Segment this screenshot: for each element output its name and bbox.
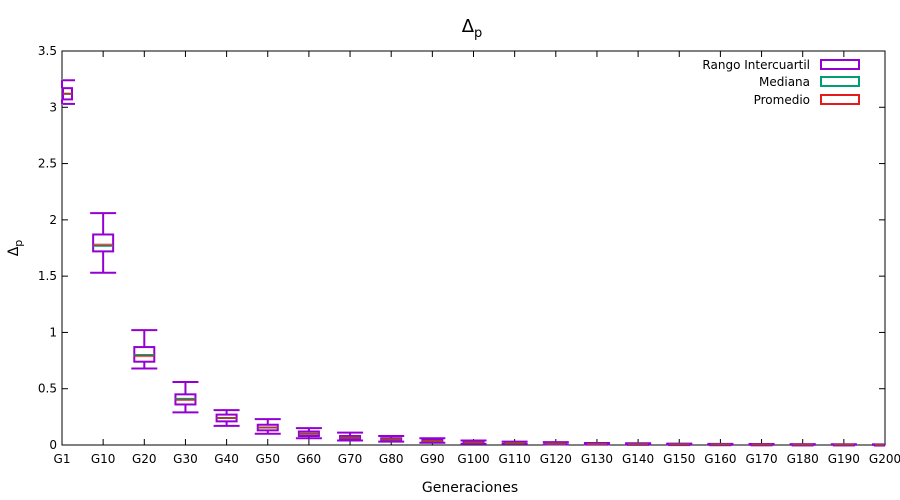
x-tick-label: G1 <box>54 452 71 466</box>
legend-item-mediana: Mediana <box>759 75 860 89</box>
chart-title: Δp <box>462 16 483 41</box>
box-plot <box>830 443 857 447</box>
y-axis-title-main: Δ <box>6 246 22 256</box>
box-plot <box>748 442 775 447</box>
box-plot <box>172 380 199 414</box>
box-plot <box>789 443 816 447</box>
y-tick-label: 3 <box>49 100 57 114</box>
box-plot <box>131 329 158 370</box>
x-tick-label: G80 <box>379 452 404 466</box>
x-axis-title: Generaciones <box>422 480 518 496</box>
y-tick-label: 0 <box>49 438 57 452</box>
x-tick-label: G190 <box>828 452 860 466</box>
y-tick-label: 2 <box>49 213 57 227</box>
y-tick-label: 2.5 <box>38 157 57 171</box>
chart-title-main: Δ <box>462 16 475 37</box>
box-plot <box>254 418 281 435</box>
x-tick-label: G70 <box>338 452 363 466</box>
x-tick-label: G10 <box>91 452 116 466</box>
x-tick-label: G150 <box>663 452 695 466</box>
x-tick-label: G20 <box>132 452 157 466</box>
box-plot <box>460 439 487 445</box>
y-axis-title: Δp <box>6 240 25 257</box>
chart-title-sub: p <box>474 26 482 41</box>
x-tick-label: G130 <box>581 452 613 466</box>
y-axis: 0 0.5 1 1.5 2 2.5 3 3.5 <box>38 44 885 452</box>
x-tick-label: G40 <box>214 452 239 466</box>
x-tick-label: G50 <box>255 452 280 466</box>
box-plot <box>707 442 734 447</box>
y-tick-label: 1 <box>49 325 57 339</box>
box-plot <box>419 437 446 444</box>
x-tick-label: G110 <box>499 452 531 466</box>
box-plot <box>666 442 693 447</box>
box-plot <box>61 79 75 105</box>
x-tick-label: G90 <box>420 452 445 466</box>
legend: Rango Intercuartil Mediana Promedio <box>702 58 860 107</box>
y-tick-label: 3.5 <box>38 44 57 58</box>
legend-swatch-mediana <box>820 76 860 87</box>
box-plot <box>378 434 405 443</box>
box-plot <box>90 212 117 274</box>
iqr-box <box>92 233 115 253</box>
x-tick-label: G160 <box>704 452 736 466</box>
box-plot <box>542 441 569 446</box>
x-tick-label: G180 <box>787 452 819 466</box>
x-tick-label: G140 <box>622 452 654 466</box>
x-tick-label: G60 <box>297 452 322 466</box>
box-plot <box>583 441 610 446</box>
box-plot <box>501 440 528 445</box>
legend-label-promedio: Promedio <box>754 93 810 107</box>
x-tick-label: G200 <box>869 452 900 466</box>
y-tick-label: 0.5 <box>38 382 57 396</box>
legend-item-promedio: Promedio <box>754 93 860 107</box>
box-plot <box>213 409 240 427</box>
x-tick-label: G30 <box>173 452 198 466</box>
legend-swatch-promedio <box>820 94 860 105</box>
box-plot <box>295 427 322 440</box>
x-axis: G1 G10 G20 G30 G40 G50 G60 G70 G80 G90 G100 G110 G12… <box>54 51 900 466</box>
box-plot <box>872 443 886 447</box>
y-axis-title-sub: p <box>12 240 25 247</box>
x-tick-label: G100 <box>457 452 489 466</box>
legend-item-rango-intercuartil: Rango Intercuartil <box>702 58 860 72</box>
box-plot <box>625 442 652 446</box>
x-tick-label: G170 <box>745 452 777 466</box>
y-tick-label: 1.5 <box>38 269 57 283</box>
x-tick-label: G120 <box>540 452 572 466</box>
legend-label-mediana: Mediana <box>759 75 810 89</box>
legend-label-rango-intercuartil: Rango Intercuartil <box>702 58 810 72</box>
box-plot-series <box>61 79 886 447</box>
box-plot <box>337 431 364 442</box>
legend-swatch-rango-intercuartil <box>820 59 860 70</box>
